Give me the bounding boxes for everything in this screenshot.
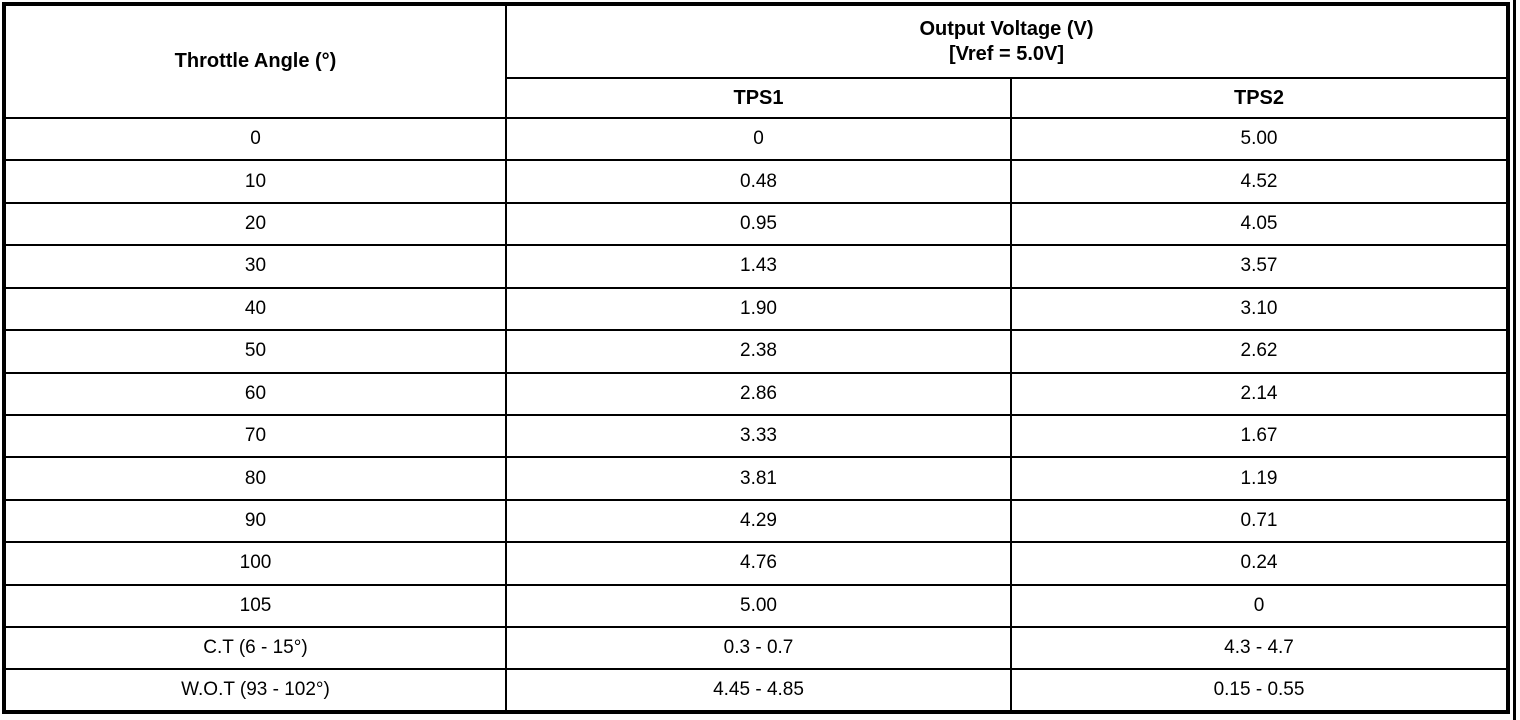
- tps1-cell: 0: [505, 116, 1012, 162]
- header-throttle-angle: Throttle Angle (°): [3, 3, 507, 119]
- tps2-cell: 4.05: [1010, 201, 1509, 247]
- tps2-cell: 3.10: [1010, 286, 1509, 332]
- header-vref-note: [Vref = 5.0V]: [948, 42, 1065, 65]
- table-row: 20 0.95 4.05: [3, 201, 1509, 247]
- throttle-angle-cell: 20: [3, 201, 507, 247]
- tps2-cell: 0.24: [1010, 541, 1509, 586]
- header-tps1: TPS1: [505, 77, 1012, 119]
- table-row: 105 5.00 0: [3, 583, 1509, 629]
- throttle-angle-cell: 30: [3, 244, 507, 289]
- tps2-cell: 1.67: [1010, 413, 1509, 459]
- page-edge-line: [1513, 0, 1516, 720]
- table-row: 40 1.90 3.10: [3, 286, 1509, 332]
- tps2-cell: 0.71: [1010, 498, 1509, 544]
- table-row: W.O.T (93 - 102°) 4.45 - 4.85 0.15 - 0.5…: [3, 668, 1509, 713]
- throttle-angle-cell: W.O.T (93 - 102°): [3, 668, 507, 713]
- tps1-cell: 1.90: [505, 286, 1012, 332]
- table-row: C.T (6 - 15°) 0.3 - 0.7 4.3 - 4.7: [3, 626, 1509, 671]
- throttle-angle-cell: 50: [3, 329, 507, 374]
- header-output-voltage-title: Output Voltage (V): [919, 17, 1094, 40]
- tps2-cell: 1.19: [1010, 456, 1509, 501]
- table-row: 50 2.38 2.62: [3, 329, 1509, 374]
- tps1-cell: 3.33: [505, 413, 1012, 459]
- table-header-row-main: Throttle Angle (°) Output Voltage (V) [V…: [3, 3, 1509, 119]
- tps1-cell: 5.00: [505, 583, 1012, 629]
- tps2-cell: 5.00: [1010, 116, 1509, 162]
- tps1-cell: 0.95: [505, 201, 1012, 247]
- tps1-cell: 1.43: [505, 244, 1012, 289]
- throttle-angle-cell: 70: [3, 413, 507, 459]
- table-row: 60 2.86 2.14: [3, 371, 1509, 416]
- tps1-cell: 3.81: [505, 456, 1012, 501]
- tps1-cell: 0.48: [505, 159, 1012, 204]
- table-row: 100 4.76 0.24: [3, 541, 1509, 586]
- table-row: 80 3.81 1.19: [3, 456, 1509, 501]
- tps1-cell: 4.76: [505, 541, 1012, 586]
- throttle-angle-cell: 60: [3, 371, 507, 416]
- table-header-row-sub: TPS1 TPS2: [4, 77, 1509, 119]
- throttle-angle-cell: 100: [3, 541, 507, 586]
- throttle-angle-cell: 40: [3, 286, 507, 332]
- header-output-voltage: Output Voltage (V) [Vref = 5.0V]: [505, 3, 1509, 79]
- table-row: 0 0 5.00: [3, 116, 1509, 162]
- throttle-angle-cell: C.T (6 - 15°): [3, 626, 507, 671]
- table-row: 10 0.48 4.52: [3, 159, 1509, 204]
- tps2-cell: 4.3 - 4.7: [1010, 626, 1509, 671]
- tps2-cell: 3.57: [1010, 244, 1509, 289]
- throttle-angle-cell: 105: [3, 583, 507, 629]
- throttle-angle-cell: 90: [3, 498, 507, 544]
- table-row: 90 4.29 0.71: [3, 498, 1509, 544]
- tps1-cell: 2.86: [505, 371, 1012, 416]
- table-row: 70 3.33 1.67: [3, 413, 1509, 459]
- tps2-cell: 4.52: [1010, 159, 1509, 204]
- tps2-cell: 0: [1010, 583, 1509, 629]
- tps1-cell: 4.45 - 4.85: [505, 668, 1012, 713]
- header-tps2: TPS2: [1010, 77, 1509, 119]
- tps2-cell: 2.62: [1010, 329, 1509, 374]
- tps2-cell: 2.14: [1010, 371, 1509, 416]
- tps1-cell: 0.3 - 0.7: [505, 626, 1012, 671]
- throttle-angle-cell: 80: [3, 456, 507, 501]
- tps1-cell: 4.29: [505, 498, 1012, 544]
- throttle-angle-cell: 0: [3, 116, 507, 162]
- tps1-cell: 2.38: [505, 329, 1012, 374]
- table-row: 30 1.43 3.57: [3, 244, 1509, 289]
- throttle-angle-cell: 10: [3, 159, 507, 204]
- tps2-cell: 0.15 - 0.55: [1010, 668, 1509, 713]
